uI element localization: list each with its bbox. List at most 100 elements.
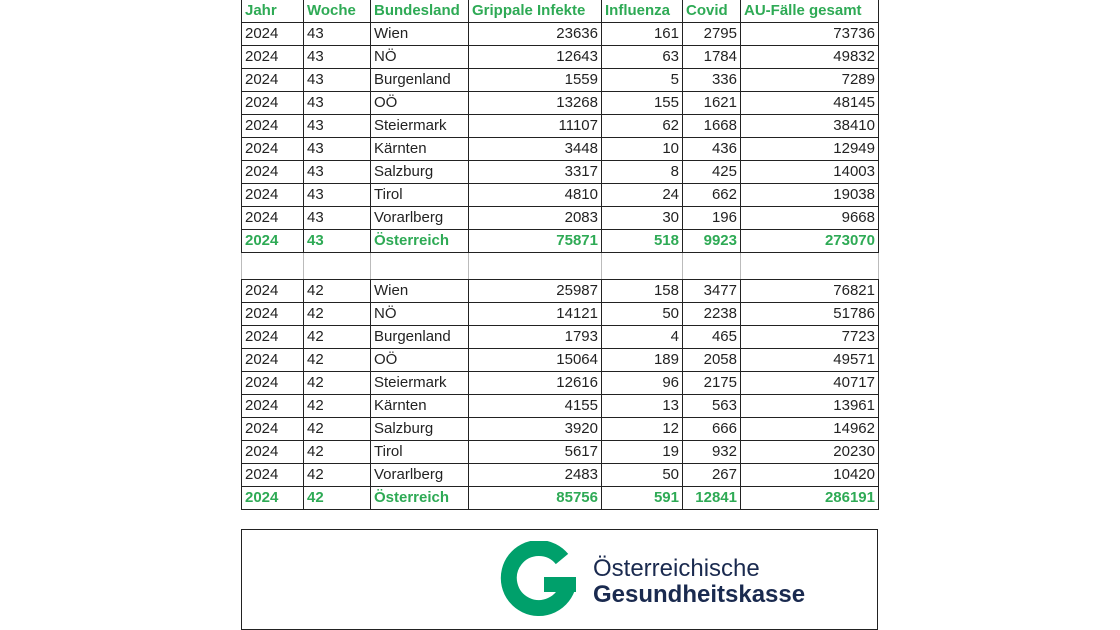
table-cell: 49571 (740, 348, 879, 372)
table-cell: 2058 (682, 348, 741, 372)
table-cell: 2024 (241, 325, 304, 349)
table-cell: 85756 (468, 486, 602, 510)
table-cell: 3920 (468, 417, 602, 441)
table-cell: 42 (303, 440, 371, 464)
column-header: Grippale Infekte (468, 0, 602, 23)
table-cell: 2024 (241, 486, 304, 510)
table-cell: 1793 (468, 325, 602, 349)
table-cell: 2024 (241, 348, 304, 372)
table-cell: 24 (601, 183, 683, 207)
table-cell: 465 (682, 325, 741, 349)
table-cell: 436 (682, 137, 741, 161)
table-cell: 11107 (468, 114, 602, 138)
table-cell: 3448 (468, 137, 602, 161)
oegk-logo-icon (500, 541, 576, 617)
table-cell: 12841 (682, 486, 741, 510)
table-cell: 42 (303, 348, 371, 372)
table-cell: 286191 (740, 486, 879, 510)
table-row: 2024 42 Vorarlberg 2483 50 267 10420 (241, 463, 879, 487)
table-row: 2024 43 Burgenland 1559 5 336 7289 (241, 68, 879, 92)
table-cell: Tirol (370, 183, 469, 207)
table-cell: 2483 (468, 463, 602, 487)
table-cell: 2024 (241, 394, 304, 418)
header-row: Jahr Woche Bundesland Grippale Infekte Influ… (241, 0, 879, 23)
table-cell: 12616 (468, 371, 602, 395)
table-cell: Burgenland (370, 68, 469, 92)
table-cell: 2024 (241, 229, 304, 253)
table-cell: 15064 (468, 348, 602, 372)
table-cell: 662 (682, 183, 741, 207)
table-cell: 12 (601, 417, 683, 441)
table-cell: 9923 (682, 229, 741, 253)
table-cell: 19038 (740, 183, 879, 207)
table-cell: Vorarlberg (370, 206, 469, 230)
table-cell: OÖ (370, 91, 469, 115)
table-cell: 63 (601, 45, 683, 69)
table-cell: 43 (303, 137, 371, 161)
logo-line-1: Österreichische (593, 555, 760, 582)
table-cell: 2024 (241, 137, 304, 161)
table-cell: 8 (601, 160, 683, 184)
table-cell: 155 (601, 91, 683, 115)
table-cell: 75871 (468, 229, 602, 253)
table-row: 2024 42 Kärnten 4155 13 563 13961 (241, 394, 879, 418)
table-cell: 4810 (468, 183, 602, 207)
table-cell: 43 (303, 114, 371, 138)
table-cell: 2238 (682, 302, 741, 326)
logo-wordmark: Österreichische Gesundheitskasse (593, 556, 805, 608)
table-cell: Salzburg (370, 417, 469, 441)
table-cell: 38410 (740, 114, 879, 138)
table-cell: 51786 (740, 302, 879, 326)
table-cell: 43 (303, 68, 371, 92)
table-row: 2024 43 Wien 23636 161 2795 73736 (241, 22, 879, 46)
column-header: Woche (303, 0, 371, 23)
table-row: 2024 42 OÖ 15064 189 2058 49571 (241, 348, 879, 372)
table-cell: 161 (601, 22, 683, 46)
table-cell: 196 (682, 206, 741, 230)
table-cell: 273070 (740, 229, 879, 253)
table-cell: 2024 (241, 279, 304, 303)
table-cell: 4 (601, 325, 683, 349)
table-cell: 43 (303, 22, 371, 46)
table-cell: 42 (303, 417, 371, 441)
table-cell: 12643 (468, 45, 602, 69)
table-cell: 189 (601, 348, 683, 372)
table-cell: 563 (682, 394, 741, 418)
table-cell: 1668 (682, 114, 741, 138)
table-cell: Steiermark (370, 371, 469, 395)
table-row: 2024 42 Wien 25987 158 3477 76821 (241, 279, 879, 303)
table-cell: 1621 (682, 91, 741, 115)
table-cell: 2024 (241, 68, 304, 92)
table-cell: 3477 (682, 279, 741, 303)
table-cell: 158 (601, 279, 683, 303)
empty-cell (740, 252, 879, 280)
table-cell: 14121 (468, 302, 602, 326)
table-row: 2024 42 NÖ 14121 50 2238 51786 (241, 302, 879, 326)
table-row: 2024 43 OÖ 13268 155 1621 48145 (241, 91, 879, 115)
table-row: 2024 43 NÖ 12643 63 1784 49832 (241, 45, 879, 69)
table-cell: 43 (303, 229, 371, 253)
table-cell: 2024 (241, 463, 304, 487)
table-cell: 73736 (740, 22, 879, 46)
table-cell: Wien (370, 279, 469, 303)
table-cell: 3317 (468, 160, 602, 184)
table-cell: 50 (601, 302, 683, 326)
table-cell: 9668 (740, 206, 879, 230)
table-cell: 42 (303, 371, 371, 395)
table-cell: 20230 (740, 440, 879, 464)
table-cell: 10420 (740, 463, 879, 487)
table-cell: 42 (303, 325, 371, 349)
column-header: Bundesland (370, 0, 469, 23)
table-cell: 50 (601, 463, 683, 487)
table-cell: 7289 (740, 68, 879, 92)
empty-cell (370, 252, 469, 280)
table-row: 2024 43 Vorarlberg 2083 30 196 9668 (241, 206, 879, 230)
table-cell: 2024 (241, 160, 304, 184)
table-cell: Kärnten (370, 394, 469, 418)
data-table-sheet: Jahr Woche Bundesland Grippale Infekte Influ… (241, 0, 879, 510)
table-cell: Kärnten (370, 137, 469, 161)
table-cell: Österreich (370, 486, 469, 510)
table-cell: 42 (303, 394, 371, 418)
table-cell: 5 (601, 68, 683, 92)
table-cell: 425 (682, 160, 741, 184)
